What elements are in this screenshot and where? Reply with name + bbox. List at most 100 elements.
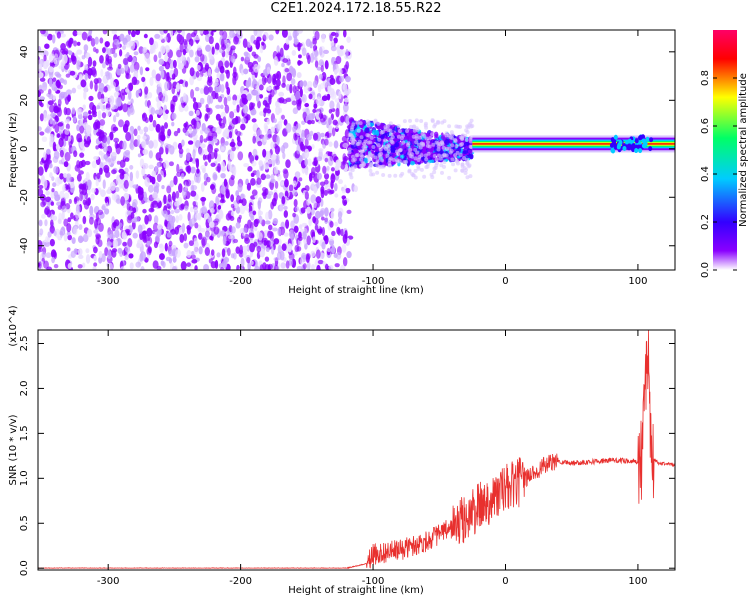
heatmap-cell: [79, 140, 86, 149]
heatmap-cell: [116, 160, 121, 165]
heatmap-cell: [323, 235, 329, 245]
heatmap-cell: [124, 167, 129, 174]
snr-ylabel: SNR (10 * v/v): [8, 414, 19, 485]
heatmap-cell: [254, 265, 260, 270]
heatmap-cell: [38, 261, 42, 269]
heatmap-cell: [462, 155, 467, 160]
heatmap-cell: [320, 132, 325, 138]
heatmap-cell: [266, 118, 270, 125]
y-tick-label: 2.5: [19, 336, 30, 352]
heatmap-cell: [330, 45, 337, 52]
heatmap-cell: [270, 201, 275, 210]
heatmap-cell: [222, 116, 227, 125]
heatmap-cell: [369, 172, 374, 177]
heatmap-cell: [171, 265, 177, 270]
heatmap-cell: [152, 191, 158, 200]
heatmap-cell: [285, 97, 292, 103]
heatmap-cell: [297, 41, 301, 52]
heatmap-cell: [77, 235, 84, 244]
heatmap-cell: [38, 178, 41, 185]
x-tick-label: -300: [97, 276, 120, 287]
heatmap-cell: [56, 103, 62, 113]
heatmap-cell: [220, 146, 225, 152]
heatmap-cell: [101, 253, 106, 263]
heatmap-cell: [135, 30, 141, 36]
heatmap-cell: [329, 88, 335, 98]
heatmap-cell: [58, 137, 64, 148]
heatmap-cell: [79, 125, 85, 134]
heatmap-cell: [164, 94, 169, 103]
heatmap-cell: [201, 206, 207, 214]
heatmap-cell: [98, 150, 103, 156]
heatmap-cell: [156, 161, 161, 169]
heatmap-cell: [263, 108, 268, 114]
heatmap-cell: [302, 80, 308, 87]
heatmap-cell: [390, 135, 395, 140]
heatmap-cell: [143, 126, 149, 133]
heatmap-cell: [231, 226, 236, 234]
heatmap-cell: [96, 105, 101, 110]
heatmap-cell: [184, 205, 189, 211]
heatmap-cell: [39, 113, 44, 122]
heatmap-cell: [69, 70, 76, 76]
heatmap-cell: [199, 53, 205, 62]
heatmap-cell: [101, 205, 106, 211]
heatmap-cell: [142, 191, 148, 202]
heatmap-cell: [265, 86, 272, 91]
heatmap-cell: [58, 93, 64, 100]
heatmap-cell: [124, 254, 129, 260]
heatmap-cell: [102, 61, 106, 69]
heatmap-cell: [301, 120, 306, 125]
heatmap-cell: [190, 88, 195, 99]
heatmap-cell: [87, 72, 92, 80]
heatmap-cell: [235, 206, 241, 214]
heatmap-cell: [169, 59, 175, 70]
heatmap-cell: [186, 249, 192, 258]
heatmap-cell: [176, 33, 182, 43]
heatmap-cell: [82, 111, 89, 117]
heatmap-cell: [187, 140, 194, 145]
heatmap-cell: [67, 57, 73, 63]
heatmap-cell: [84, 72, 88, 81]
heatmap-cell: [166, 185, 172, 194]
heatmap-cell: [465, 124, 470, 129]
heatmap-cell: [259, 111, 264, 116]
heatmap-cell: [106, 48, 112, 55]
heatmap-cell: [385, 124, 390, 129]
heatmap-cell: [244, 204, 249, 211]
heatmap-cell: [203, 71, 208, 78]
heatmap-cell: [78, 170, 84, 175]
heatmap-cell: [65, 123, 70, 130]
heatmap-cell: [195, 70, 200, 78]
heatmap-cell: [366, 133, 371, 138]
heatmap-cell: [105, 102, 111, 109]
heatmap-cell: [87, 56, 93, 67]
heatmap-cell: [412, 128, 417, 133]
snr-frame: [37, 329, 676, 571]
heatmap-cell: [436, 119, 441, 124]
heatmap-cell: [91, 187, 97, 194]
heatmap-cell: [71, 55, 76, 62]
heatmap-cell: [270, 173, 275, 183]
heatmap-cell: [371, 129, 378, 136]
heatmap-cell: [129, 64, 135, 73]
spectrogram-frame: [37, 29, 676, 271]
heatmap-cell: [129, 171, 134, 182]
heatmap-cell: [453, 137, 458, 142]
heatmap-cell: [235, 222, 241, 229]
heatmap-cell: [89, 216, 94, 225]
heatmap-cell: [304, 158, 308, 167]
heatmap-cell: [194, 222, 199, 229]
heatmap-cell: [338, 90, 342, 100]
heatmap-cell: [369, 135, 374, 140]
heatmap-cell: [260, 173, 266, 181]
heatmap-cell: [243, 68, 249, 75]
heatmap-cell: [164, 81, 170, 92]
heatmap-cell: [158, 146, 164, 155]
heatmap-cell: [314, 239, 319, 245]
heatmap-cell: [183, 242, 189, 249]
heatmap-cell: [350, 125, 355, 130]
heatmap-cell: [232, 99, 237, 106]
heatmap-cell: [81, 187, 88, 196]
